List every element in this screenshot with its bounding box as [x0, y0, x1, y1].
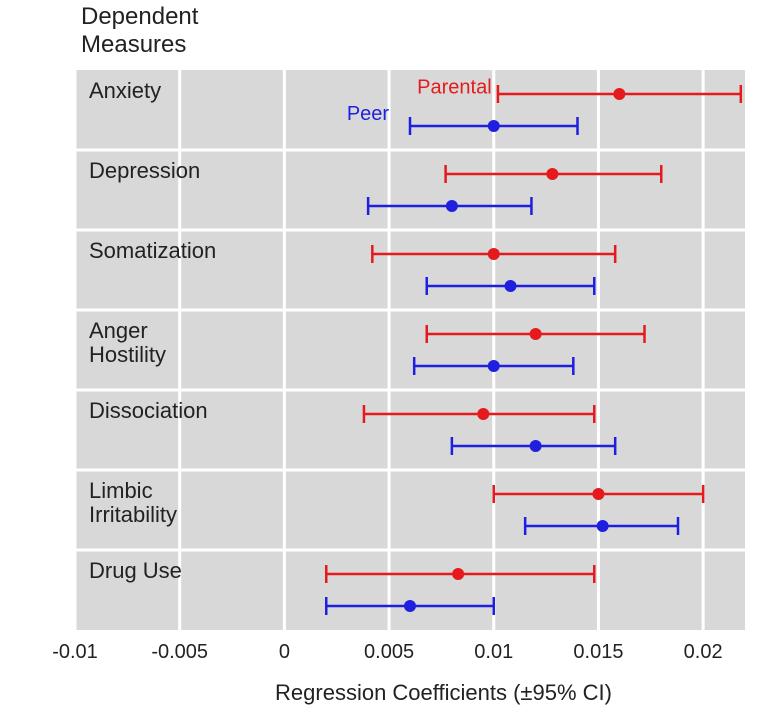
point-peer	[446, 200, 458, 212]
point-peer	[597, 520, 609, 532]
chart-title-line: Dependent	[81, 3, 199, 30]
point-peer	[488, 120, 500, 132]
point-peer	[488, 360, 500, 372]
point-peer	[404, 600, 416, 612]
category-label: Somatization	[89, 238, 216, 263]
chart-title-line: Measures	[81, 31, 186, 58]
point-parental	[592, 488, 604, 500]
x-tick-label: -0.005	[151, 641, 208, 663]
category-label: Anxiety	[89, 78, 161, 103]
category-label: Anger	[89, 318, 148, 343]
category-label: Limbic	[89, 478, 153, 503]
x-tick-label: 0	[279, 641, 290, 663]
point-parental	[452, 568, 464, 580]
x-axis-label: Regression Coefficients (±95% CI)	[275, 680, 612, 705]
point-parental	[530, 328, 542, 340]
x-tick-label: 0.01	[474, 641, 513, 663]
point-parental	[477, 408, 489, 420]
forest-plot-svg: DependentMeasures -0.01 -0.005 0 0.005 0.01 0.…	[0, 0, 763, 725]
point-peer	[505, 280, 517, 292]
point-peer	[530, 440, 542, 452]
category-label: Dissociation	[89, 398, 208, 423]
category-label: Depression	[89, 158, 200, 183]
plot-panel	[75, 70, 745, 630]
legend-label-peer: Peer	[347, 103, 390, 125]
point-parental	[488, 248, 500, 260]
legend-label-parental: Parental	[417, 77, 492, 99]
x-tick-label: -0.01	[52, 641, 98, 663]
x-tick-label: 0.015	[573, 641, 623, 663]
category-label: Hostility	[89, 342, 166, 367]
category-label: Drug Use	[89, 558, 182, 583]
chart-container: { "chart": { "type": "forest-plot", "wid…	[0, 0, 763, 725]
point-parental	[546, 168, 558, 180]
point-parental	[613, 88, 625, 100]
x-tick-label: 0.02	[684, 641, 723, 663]
category-label: Irritability	[89, 502, 177, 527]
x-tick-label: 0.005	[364, 641, 414, 663]
